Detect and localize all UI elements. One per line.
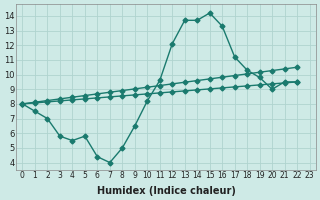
X-axis label: Humidex (Indice chaleur): Humidex (Indice chaleur) <box>97 186 236 196</box>
